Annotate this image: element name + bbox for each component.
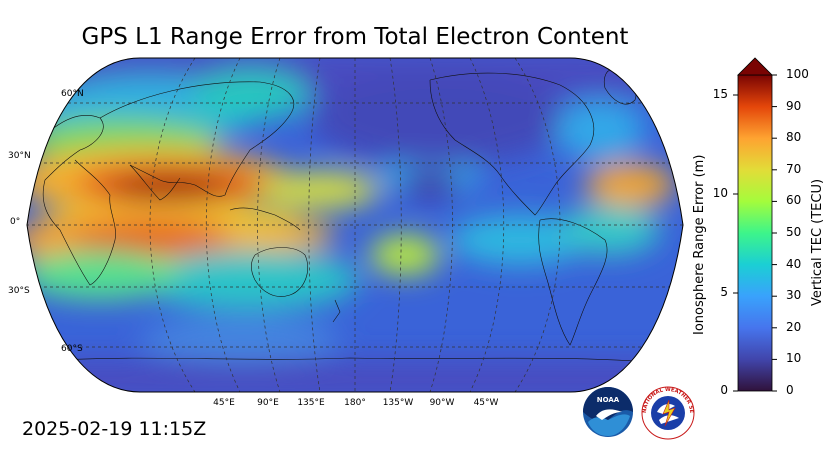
colorbar-right-tick: 50 xyxy=(786,225,802,239)
lon-label: 45°W xyxy=(473,398,499,408)
colorbar-left-label: Ionosphere Range Error (m) xyxy=(692,154,707,335)
lon-label: 180° xyxy=(344,398,366,408)
colorbar-left-tick: 5 xyxy=(720,285,728,299)
noaa-logo-text: NOAA xyxy=(597,396,620,404)
colorbar-right-tick: 30 xyxy=(786,288,802,302)
colorbar-right-tick: 70 xyxy=(786,162,802,176)
lat-label: 60°N xyxy=(61,89,84,99)
colorbar-left-tick: 0 xyxy=(720,383,728,397)
lon-label: 135°E xyxy=(297,398,325,408)
chart-title: GPS L1 Range Error from Total Electron C… xyxy=(81,24,629,50)
gridlines xyxy=(27,58,683,392)
colorbar-left-tick: 15 xyxy=(712,87,728,101)
colorbar-extend-arrow xyxy=(737,57,773,76)
nws-logo: NATIONAL WEATHER SERVICE xyxy=(641,386,695,440)
tec-field xyxy=(27,58,683,392)
lon-label: 90°E xyxy=(257,398,279,408)
lat-label: 30°N xyxy=(8,151,31,161)
lat-label: 30°S xyxy=(8,286,30,296)
lon-label: 90°W xyxy=(429,398,455,408)
lat-label: 0° xyxy=(10,217,21,227)
colorbar-right-tick: 100 xyxy=(786,67,809,81)
colorbar-right-tick: 40 xyxy=(786,257,802,271)
timestamp: 2025-02-19 11:15Z xyxy=(22,418,207,440)
colorbar-right-tick: 0 xyxy=(786,383,794,397)
lon-label: 135°W xyxy=(382,398,414,408)
colorbar-right-tick: 10 xyxy=(786,351,802,365)
colorbar-right-tick: 80 xyxy=(786,130,802,144)
colorbar-right-tick: 60 xyxy=(786,193,802,207)
lat-label: 60°S xyxy=(61,344,83,354)
colorbar-right-tick: 20 xyxy=(786,320,802,334)
colorbar-right-label: Vertical TEC (TECU) xyxy=(810,178,825,306)
coastlines xyxy=(39,69,651,363)
lon-label: 45°E xyxy=(213,398,235,408)
colorbar-right-tick: 90 xyxy=(786,99,802,113)
colorbar-left-tick: 10 xyxy=(712,186,728,200)
colorbar xyxy=(737,74,773,392)
noaa-logo: NOAA xyxy=(583,387,633,437)
